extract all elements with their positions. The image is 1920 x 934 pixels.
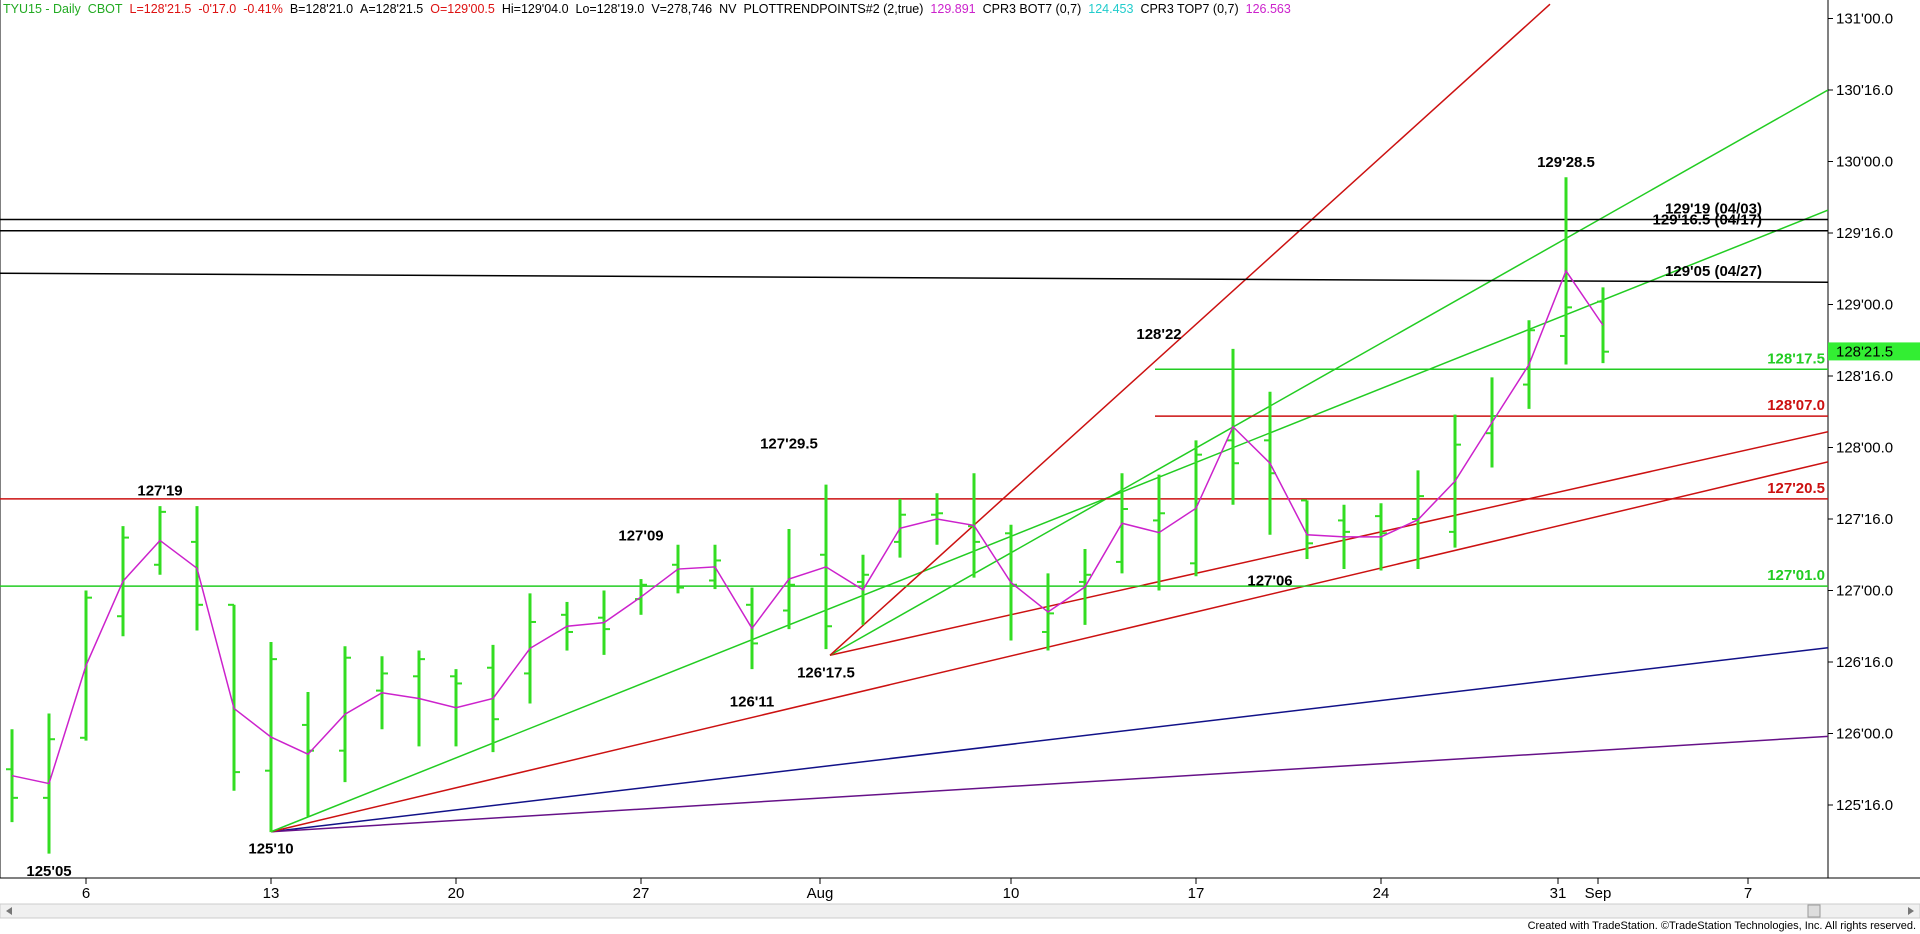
last-price-box	[1828, 342, 1920, 361]
price-tick-label: 125'16.0	[1836, 797, 1893, 814]
price-tick-label: 128'00.0	[1836, 440, 1893, 457]
swing-line	[11, 269, 1604, 785]
level-label: 129'05 (04/27)	[1665, 263, 1762, 280]
last-price-label: 128'21.5	[1836, 343, 1893, 360]
swing-point-label: 125'05	[26, 863, 71, 880]
date-tick-label: 27	[633, 885, 650, 902]
swing-polyline	[11, 269, 1604, 785]
level-label: 129'16.5 (04/17)	[1653, 212, 1762, 229]
swing-point-label: 127'29.5	[760, 436, 818, 453]
axis-frame	[0, 0, 1920, 879]
date-tick-label: 17	[1188, 885, 1205, 902]
swing-point-label: 128'22	[1136, 326, 1181, 343]
swing-point-label: 126'11	[730, 693, 774, 710]
trendline-blue	[270, 646, 1828, 833]
price-axis: 125'16.0 126'00.0 126'16.0 127'00.0 127'16.0…	[1828, 11, 1920, 814]
scrollbar-thumb[interactable]	[1807, 904, 1821, 918]
high-price: Hi=129'04.0	[501, 2, 569, 16]
indicator3-value: 126.563	[1245, 2, 1291, 16]
price-tick-label: 130'16.0	[1836, 82, 1893, 99]
swing-point-label: 127'19	[137, 483, 182, 500]
trend-lines	[270, 3, 1828, 833]
low-price: Lo=128'19.0	[575, 2, 645, 16]
price-tick-label: 127'16.0	[1836, 511, 1893, 528]
level-label: 129'19 (04/03)	[1665, 201, 1762, 218]
indicator1-name: PLOTTRENDPOINTS#2 (2,true)	[743, 2, 924, 16]
scroll-right-arrow-icon[interactable]	[1908, 907, 1914, 915]
horizontal-scrollbar[interactable]	[0, 903, 1920, 919]
trendline-red-steep	[829, 3, 1551, 656]
open-price: O=129'00.5	[430, 2, 495, 16]
price-tick-label: 131'00.0	[1836, 11, 1893, 28]
scrollbar-track[interactable]	[0, 903, 1920, 919]
level-label: 127'20.5	[1767, 480, 1825, 497]
level-line	[0, 272, 1829, 283]
price-tick-label: 127'00.0	[1836, 583, 1893, 600]
net-change: -0'17.0	[198, 2, 237, 16]
date-tick-label: 7	[1744, 885, 1752, 902]
trendline-green-upper	[829, 89, 1828, 656]
price-tick-label: 129'00.0	[1836, 297, 1893, 314]
bid-price: B=128'21.0	[289, 2, 354, 16]
trendline-red-upper	[829, 431, 1828, 657]
date-tick-label: 10	[1003, 885, 1020, 902]
swing-point-label: 129'28.5	[1537, 154, 1595, 171]
price-tick-label: 126'00.0	[1836, 726, 1893, 743]
swing-point-label: 125'10	[248, 841, 293, 858]
date-tick-label: Aug	[807, 885, 834, 902]
ask-price: A=128'21.5	[360, 2, 424, 16]
trendline-purple	[270, 735, 1828, 833]
indicator1-value: 129.891	[930, 2, 976, 16]
level-label: 128'07.0	[1767, 397, 1825, 414]
indicator3-name: CPR3 TOP7 (0,7)	[1140, 2, 1239, 16]
swing-point-label: 127'06	[1247, 573, 1292, 590]
chart-header: TYU15 - Daily CBOT L=128'21.5 -0'17.0 -0.41%…	[3, 2, 1298, 18]
horizontal-levels: 129'19 (04/03)129'16.5 (04/17) 129'05 (04…	[0, 201, 1829, 587]
chart-labels: 125'05 127'19 125'10 127'09 126'11 127'29.5 12…	[26, 154, 1595, 880]
date-tick-label: Sep	[1585, 885, 1612, 902]
price-tick-label: 130'00.0	[1836, 154, 1893, 171]
date-tick-label: 31	[1550, 885, 1567, 902]
price-tick-label: 128'16.0	[1836, 368, 1893, 385]
symbol-label: TYU15 - Daily	[3, 2, 81, 16]
indicator2-value: 124.453	[1088, 2, 1134, 16]
trendline-green-lower	[270, 209, 1828, 833]
volume: V=278,746	[651, 2, 713, 16]
scroll-left-arrow-icon[interactable]	[6, 907, 12, 915]
date-tick-label: 24	[1373, 885, 1390, 902]
level-label: 127'01.0	[1767, 567, 1825, 584]
price-tick-label: 129'16.0	[1836, 225, 1893, 242]
percent-change: -0.41%	[243, 2, 283, 16]
date-axis: 6 13 20 27 Aug 10 17 24 31 Sep 7	[82, 878, 1752, 902]
copyright-footer: Created with TradeStation. ©TradeStation…	[1527, 920, 1916, 932]
level-label: 128'17.5	[1767, 350, 1825, 367]
indicator2-name: CPR3 BOT7 (0,7)	[982, 2, 1082, 16]
price-bars	[6, 177, 1609, 854]
nv-label: NV	[719, 2, 737, 16]
swing-point-label: 127'09	[618, 527, 663, 544]
last-price: L=128'21.5	[129, 2, 192, 16]
exchange-label: CBOT	[87, 2, 123, 16]
swing-point-label: 126'17.5	[797, 664, 855, 681]
date-tick-label: 20	[448, 885, 465, 902]
date-tick-label: 6	[82, 885, 90, 902]
date-tick-label: 13	[263, 885, 280, 902]
price-tick-label: 126'16.0	[1836, 654, 1893, 671]
